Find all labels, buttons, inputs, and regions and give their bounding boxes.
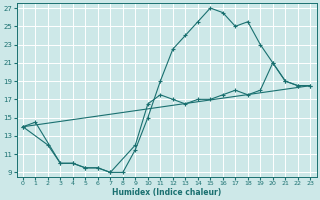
- X-axis label: Humidex (Indice chaleur): Humidex (Indice chaleur): [112, 188, 221, 197]
